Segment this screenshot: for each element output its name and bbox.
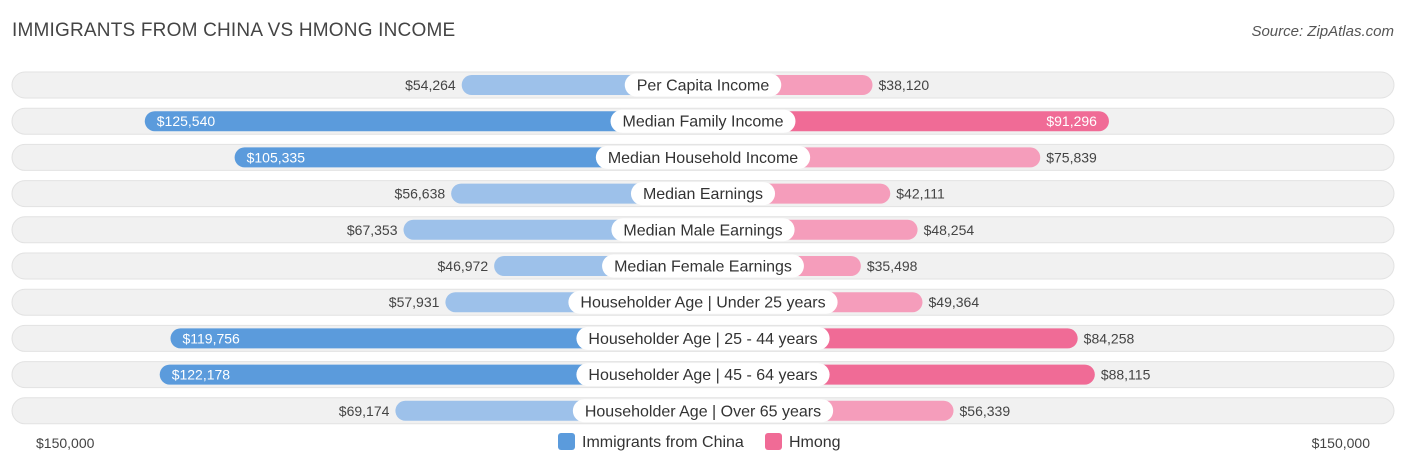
chart-row: Householder Age | Over 65 years $69,174 $5… xyxy=(11,397,1395,425)
value-label-hmong: $48,254 xyxy=(924,222,975,238)
value-label-immigrants-from-china: $125,540 xyxy=(157,113,216,129)
legend-swatch-hmong xyxy=(765,433,782,450)
bar-rows: Per Capita Income $54,264 $38,120 Median Fa… xyxy=(11,71,1395,425)
axis-labels: $150,000 $150,000 xyxy=(36,435,1370,451)
category-label: Householder Age | Under 25 years xyxy=(580,295,825,312)
value-label-hmong: $84,258 xyxy=(1084,330,1135,346)
category-label-pill xyxy=(602,254,804,278)
source-note: Source: ZipAtlas.com xyxy=(1251,23,1394,40)
legend: Immigrants from China Hmong xyxy=(558,433,841,451)
category-label: Householder Age | 25 - 44 years xyxy=(588,331,817,348)
category-label-pill xyxy=(576,326,830,350)
bar-immigrants-from-china xyxy=(144,111,703,132)
value-label-hmong: $42,111 xyxy=(896,186,945,202)
value-label-immigrants-from-china: $67,353 xyxy=(347,222,398,238)
category-label-pill xyxy=(568,290,838,314)
chart-row: Median Male Earnings $67,353 $48,254 xyxy=(11,216,1395,244)
category-label: Householder Age | 45 - 64 years xyxy=(588,367,817,384)
value-label-immigrants-from-china: $105,335 xyxy=(247,149,306,165)
value-label-hmong: $91,296 xyxy=(1046,113,1097,129)
value-label-hmong: $88,115 xyxy=(1101,367,1151,383)
chart-row: Householder Age | Under 25 years $57,931 $… xyxy=(11,288,1395,316)
value-label-immigrants-from-china: $119,756 xyxy=(182,330,240,346)
value-label-immigrants-from-china: $56,638 xyxy=(395,186,446,202)
value-label-hmong: $49,364 xyxy=(929,294,980,310)
value-label-hmong: $56,339 xyxy=(960,403,1011,419)
category-label-pill xyxy=(630,182,776,206)
category-label: Median Female Earnings xyxy=(614,259,792,276)
page-title: IMMIGRANTS FROM CHINA VS HMONG INCOME xyxy=(12,20,456,41)
category-label-pill xyxy=(610,109,796,133)
axis-min-label: $150,000 xyxy=(36,435,95,451)
value-label-hmong: $75,839 xyxy=(1046,149,1097,165)
category-label-pill xyxy=(572,399,834,423)
category-label-pill xyxy=(624,73,782,97)
chart-row: Median Earnings $56,638 $42,111 xyxy=(11,180,1395,208)
chart-row: Householder Age | 45 - 64 years $122,178 $… xyxy=(11,361,1395,389)
legend-swatch-immigrants-from-china xyxy=(558,433,575,450)
category-label-pill xyxy=(611,218,795,242)
chart-row: Per Capita Income $54,264 $38,120 xyxy=(11,71,1395,99)
bar-immigrants-from-china xyxy=(234,147,704,168)
chart-row: Median Family Income $125,540 $91,296 xyxy=(11,107,1395,135)
category-label: Householder Age | Over 65 years xyxy=(585,403,821,420)
legend-label-hmong: Hmong xyxy=(789,434,841,451)
category-label: Median Male Earnings xyxy=(623,222,782,239)
chart-row: Median Household Income $105,335 $75,839 xyxy=(11,143,1395,171)
value-label-immigrants-from-china: $57,931 xyxy=(389,294,440,310)
bar-immigrants-from-china xyxy=(170,328,703,349)
value-label-immigrants-from-china: $69,174 xyxy=(339,403,390,419)
chart-row: Householder Age | 25 - 44 years $119,756 $… xyxy=(11,324,1395,352)
category-label: Median Earnings xyxy=(643,186,763,203)
category-label: Median Family Income xyxy=(623,114,784,131)
value-label-immigrants-from-china: $122,178 xyxy=(172,367,231,383)
value-label-immigrants-from-china: $54,264 xyxy=(405,77,456,93)
axis-max-label: $150,000 xyxy=(1312,435,1371,451)
category-label-pill xyxy=(595,145,811,169)
value-label-hmong: $35,498 xyxy=(867,258,918,274)
category-label-pill xyxy=(576,363,830,387)
value-label-hmong: $38,120 xyxy=(879,77,930,93)
category-label: Median Household Income xyxy=(608,150,798,167)
legend-label-immigrants-from-china: Immigrants from China xyxy=(582,434,744,451)
category-label: Per Capita Income xyxy=(637,78,770,95)
bar-immigrants-from-china xyxy=(159,364,704,385)
chart-row: Median Female Earnings $46,972 $35,498 xyxy=(11,252,1395,280)
bar-hmong xyxy=(703,111,1109,132)
value-label-immigrants-from-china: $46,972 xyxy=(438,258,489,274)
